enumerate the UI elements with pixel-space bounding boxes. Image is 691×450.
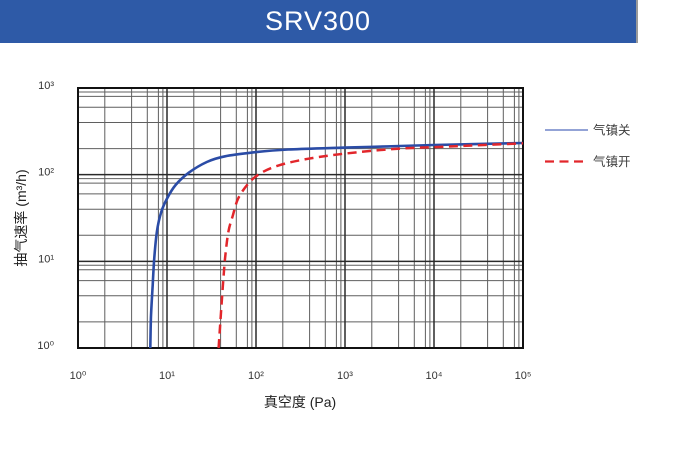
x-tick-label: 10⁴ xyxy=(426,370,443,382)
x-tick-label: 10⁵ xyxy=(515,370,532,382)
curve-gas-ballast-off xyxy=(149,141,523,348)
x-tick-label: 10² xyxy=(248,370,264,382)
title-banner: SRV300 xyxy=(0,0,638,43)
y-tick-label: 10⁰ xyxy=(37,340,54,352)
minor-gridlines xyxy=(78,88,523,348)
y-tick-label: 10¹ xyxy=(38,253,54,265)
major-gridlines xyxy=(78,88,523,348)
curves xyxy=(149,141,523,348)
x-axis-title: 真空度 (Pa) xyxy=(264,394,336,410)
y-tick-label: 10³ xyxy=(38,80,54,92)
x-axis-tick-labels: 10⁰ 10¹ 10² 10³ 10⁴ 10⁵ xyxy=(70,370,532,382)
plot-frame xyxy=(77,87,524,349)
curve-gas-ballast-on xyxy=(217,142,523,348)
legend-label-gas-ballast-on: 气镇开 xyxy=(593,154,631,169)
page-title: SRV300 xyxy=(264,6,372,36)
x-tick-label: 10⁰ xyxy=(70,370,87,382)
x-tick-label: 10³ xyxy=(337,370,353,382)
y-tick-label: 10² xyxy=(38,167,54,179)
y-axis-tick-labels: 10⁰ 10¹ 10² 10³ xyxy=(37,80,54,352)
x-tick-label: 10¹ xyxy=(159,370,175,382)
legend-label-gas-ballast-off: 气镇关 xyxy=(593,123,631,138)
legend: 气镇关 气镇开 xyxy=(545,123,631,169)
y-axis-title: 抽气速率 (m³/h) xyxy=(13,169,29,266)
